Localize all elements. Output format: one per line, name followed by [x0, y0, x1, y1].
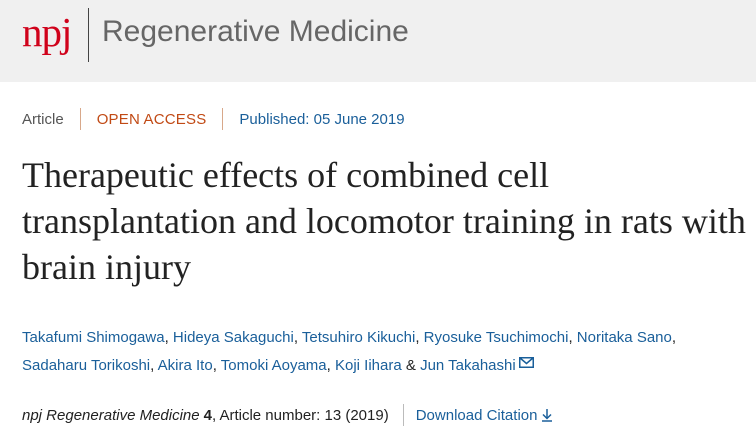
logo-divider [88, 8, 89, 62]
citation-divider [402, 404, 404, 426]
author-link[interactable]: Koji Iihara [335, 357, 402, 374]
open-access-badge: OPEN ACCESS [96, 110, 207, 128]
download-arrow-icon [542, 408, 553, 422]
author-separator: , [326, 357, 331, 374]
author-link[interactable]: Jun Takahashi [420, 357, 516, 374]
author-link[interactable]: Tomoki Aoyama [220, 357, 327, 374]
meta-divider [222, 108, 224, 130]
download-citation-label: Download Citation [415, 406, 538, 424]
author-link[interactable]: Takafumi Shimogawa [22, 329, 165, 346]
journal-name: Regenerative Medicine [102, 15, 409, 48]
meta-divider [79, 108, 81, 130]
article-title: Therapeutic effects of combined cell tra… [22, 155, 746, 287]
author-separator: , [568, 329, 573, 346]
citation-journal: npj Regenerative Medicine [22, 406, 200, 424]
author-separator: , [293, 329, 299, 346]
article-type: Article [22, 110, 64, 128]
author-link[interactable]: Sadaharu Torikoshi [22, 357, 151, 374]
author-link[interactable]: Tetsuhiro Kikuchi [301, 329, 416, 346]
npj-logo-mark: npj [22, 9, 72, 55]
citation-article-number: , Article number: 13 (2019) [211, 406, 389, 424]
download-citation-button[interactable]: Download Citation [416, 407, 554, 424]
site-header: npj Regenerative Medicine [0, 0, 756, 82]
author-link[interactable]: Akira Ito [157, 357, 213, 374]
article-meta: Article OPEN ACCESS Published: 05 June 2… [22, 108, 405, 130]
author-separator: , [164, 329, 169, 346]
envelope-icon[interactable] [518, 357, 534, 368]
author-link[interactable]: Noritaka Sano [576, 329, 672, 346]
author-separator: , [212, 357, 217, 374]
author-link[interactable]: Hideya Sakaguchi [172, 329, 294, 346]
author-separator: , [671, 329, 677, 346]
citation-bar: npj Regenerative Medicine 4 , Article nu… [22, 404, 553, 426]
author-separator: , [150, 357, 155, 374]
author-link[interactable]: Ryosuke Tsuchimochi [423, 329, 569, 346]
published-date: Published: 05 June 2019 [239, 110, 405, 128]
author-ampersand: & [405, 357, 416, 374]
citation-volume: 4 [203, 406, 212, 424]
author-list: Takafumi Shimogawa, Hideya Sakaguchi, Te… [22, 324, 752, 380]
author-separator: , [415, 329, 420, 346]
